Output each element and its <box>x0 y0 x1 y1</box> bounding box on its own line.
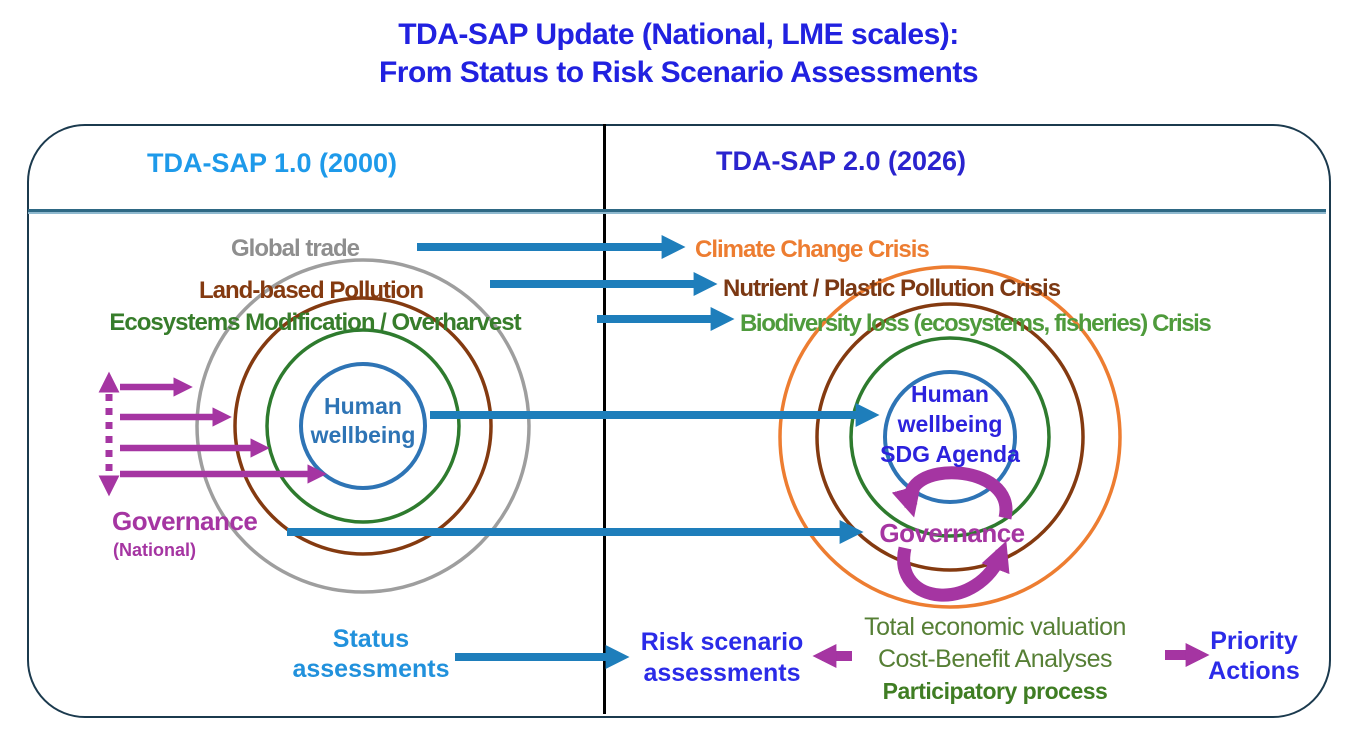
panel-divider <box>603 124 606 714</box>
status-line1: Status <box>332 625 410 653</box>
label-nutrient-plastic-crisis: Nutrient / Plastic Pollution Crisis <box>723 275 1061 302</box>
risk-line2: assessments <box>643 659 801 687</box>
label-governance-right: Governance <box>879 518 1025 548</box>
page-title: TDA-SAP Update (National, LME scales): F… <box>0 16 1357 92</box>
label-human-wellbeing-left: Human wellbeing <box>311 392 416 450</box>
label-status-assessments: Status assessments <box>292 624 449 684</box>
header-tda-sap-2: TDA-SAP 2.0 (2026) <box>715 146 967 176</box>
label-climate-change-crisis: Climate Change Crisis <box>695 236 930 263</box>
priority-line2: Actions <box>1208 657 1300 685</box>
human-wellbeing-left-line2: wellbeing <box>310 422 416 448</box>
header-tda-sap-1: TDA-SAP 1.0 (2000) <box>146 148 398 178</box>
methods-cost-benefit-analyses: Cost-Benefit Analyses <box>877 645 1113 673</box>
label-governance-left: Governance <box>112 506 258 536</box>
label-global-trade: Global trade <box>230 235 360 262</box>
label-methods: Total economic valuation Cost-Benefit An… <box>864 611 1126 707</box>
methods-total-economic-valuation: Total economic valuation <box>864 613 1126 641</box>
methods-participatory-process: Participatory process <box>882 678 1108 704</box>
label-biodiversity-loss-crisis: Biodiversity loss (ecosystems, fisheries… <box>740 310 1212 337</box>
human-wellbeing-right-line2: wellbeing <box>897 411 1003 437</box>
label-ecosystems-modification: Ecosystems Modification / Overharvest <box>109 309 521 336</box>
page-title-line1: TDA-SAP Update (National, LME scales): <box>398 18 959 51</box>
label-governance-national: (National) <box>113 540 196 560</box>
status-line2: assessments <box>292 655 450 683</box>
priority-line1: Priority <box>1210 627 1298 655</box>
label-land-based-pollution: Land-based Pollution <box>199 277 424 304</box>
label-priority-actions: Priority Actions <box>1208 626 1300 686</box>
label-risk-scenario-assessments: Risk scenario assessments <box>641 627 804 689</box>
risk-line1: Risk scenario <box>640 628 804 656</box>
header-separator <box>28 209 1326 214</box>
human-wellbeing-right-line3: SDG Agenda <box>880 441 1020 467</box>
label-human-wellbeing-right: Human wellbeing SDG Agenda <box>880 379 1020 469</box>
human-wellbeing-left-line1: Human <box>324 393 402 419</box>
page-title-line2: From Status to Risk Scenario Assessments <box>378 56 979 89</box>
human-wellbeing-right-line1: Human <box>911 381 989 407</box>
